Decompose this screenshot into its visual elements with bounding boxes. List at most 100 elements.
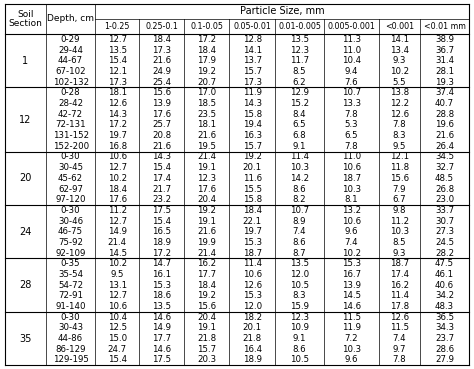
Text: 10.3: 10.3 xyxy=(390,227,409,236)
Text: 24.5: 24.5 xyxy=(435,238,454,247)
Text: 12.3: 12.3 xyxy=(197,174,216,183)
Text: 86-129: 86-129 xyxy=(55,345,86,354)
Text: 14.2: 14.2 xyxy=(290,174,309,183)
Text: 0.25-0.1: 0.25-0.1 xyxy=(145,22,178,31)
Text: 8.5: 8.5 xyxy=(392,238,406,247)
Text: 16.8: 16.8 xyxy=(108,142,127,151)
Text: 23.7: 23.7 xyxy=(435,334,454,343)
Text: 38.9: 38.9 xyxy=(435,35,454,44)
Text: 11.5: 11.5 xyxy=(342,313,361,322)
Text: 20.4: 20.4 xyxy=(197,195,216,204)
Text: 30-43: 30-43 xyxy=(58,323,83,332)
Text: 8.2: 8.2 xyxy=(293,195,306,204)
Text: 10.6: 10.6 xyxy=(108,302,127,311)
Text: 48.5: 48.5 xyxy=(435,174,454,183)
Text: 10.7: 10.7 xyxy=(342,88,361,97)
Text: 28.2: 28.2 xyxy=(435,249,454,258)
Text: 20.4: 20.4 xyxy=(197,313,216,322)
Text: 13.3: 13.3 xyxy=(342,99,361,108)
Text: 18.7: 18.7 xyxy=(342,174,361,183)
Text: 15.8: 15.8 xyxy=(243,195,262,204)
Text: 17.3: 17.3 xyxy=(152,46,171,55)
Text: 14.5: 14.5 xyxy=(342,292,361,300)
Text: 11.8: 11.8 xyxy=(390,163,409,172)
Text: 18.4: 18.4 xyxy=(152,35,171,44)
Text: 7.8: 7.8 xyxy=(392,120,406,130)
Text: 26.8: 26.8 xyxy=(435,184,454,193)
Text: 0.05-0.01: 0.05-0.01 xyxy=(233,22,271,31)
Text: 8.3: 8.3 xyxy=(293,292,306,300)
Text: 12.6: 12.6 xyxy=(243,281,262,290)
Text: 13.2: 13.2 xyxy=(342,206,361,215)
Text: 10.2: 10.2 xyxy=(342,249,361,258)
Text: 22.1: 22.1 xyxy=(243,217,262,225)
Text: 1-0.25: 1-0.25 xyxy=(104,22,130,31)
Text: 11.5: 11.5 xyxy=(390,323,409,332)
Text: 37.4: 37.4 xyxy=(435,88,454,97)
Text: 10.2: 10.2 xyxy=(108,174,127,183)
Text: 27.3: 27.3 xyxy=(435,227,454,236)
Text: 9.8: 9.8 xyxy=(392,206,406,215)
Text: 8.9: 8.9 xyxy=(293,217,306,225)
Text: 14.1: 14.1 xyxy=(390,35,409,44)
Text: 18.6: 18.6 xyxy=(152,292,171,300)
Text: 12.0: 12.0 xyxy=(243,302,262,311)
Text: 14.3: 14.3 xyxy=(108,110,127,119)
Text: 15.6: 15.6 xyxy=(197,302,216,311)
Text: 20.1: 20.1 xyxy=(243,163,262,172)
Text: 12.3: 12.3 xyxy=(290,46,309,55)
Text: 9.3: 9.3 xyxy=(392,249,406,258)
Text: 10.3: 10.3 xyxy=(342,345,361,354)
Text: 18.4: 18.4 xyxy=(197,46,216,55)
Text: 18.5: 18.5 xyxy=(197,99,216,108)
Text: 28: 28 xyxy=(19,280,31,290)
Text: 5.3: 5.3 xyxy=(345,120,358,130)
Text: 6.7: 6.7 xyxy=(392,195,406,204)
Text: 9.7: 9.7 xyxy=(392,345,406,354)
Text: 17.6: 17.6 xyxy=(152,110,171,119)
Text: 0.1-0.05: 0.1-0.05 xyxy=(191,22,223,31)
Text: 20.1: 20.1 xyxy=(243,323,262,332)
Text: 34.2: 34.2 xyxy=(435,292,454,300)
Text: 28-42: 28-42 xyxy=(58,99,83,108)
Text: 23.5: 23.5 xyxy=(197,110,216,119)
Text: 14.9: 14.9 xyxy=(108,227,127,236)
Text: 11.4: 11.4 xyxy=(390,292,409,300)
Text: 12.1: 12.1 xyxy=(390,152,409,162)
Text: 7.4: 7.4 xyxy=(392,334,406,343)
Text: 14.3: 14.3 xyxy=(152,152,171,162)
Text: 19.4: 19.4 xyxy=(243,120,262,130)
Text: 14.6: 14.6 xyxy=(342,302,361,311)
Text: 18.9: 18.9 xyxy=(152,238,171,247)
Text: 10.6: 10.6 xyxy=(243,270,262,279)
Text: 19.2: 19.2 xyxy=(197,67,216,76)
Text: 131-152: 131-152 xyxy=(53,131,89,140)
Text: 19.2: 19.2 xyxy=(243,152,262,162)
Text: 15.7: 15.7 xyxy=(197,345,216,354)
Text: 13.5: 13.5 xyxy=(108,46,127,55)
Text: 20: 20 xyxy=(19,173,31,183)
Text: <0.01 mm: <0.01 mm xyxy=(424,22,465,31)
Text: 10.6: 10.6 xyxy=(108,152,127,162)
Text: 29-44: 29-44 xyxy=(58,46,83,55)
Text: 36.5: 36.5 xyxy=(435,313,454,322)
Text: 15.6: 15.6 xyxy=(390,174,409,183)
Text: 8.6: 8.6 xyxy=(293,345,306,354)
Text: 25.4: 25.4 xyxy=(152,77,171,87)
Text: 7.4: 7.4 xyxy=(293,227,306,236)
Text: 13.9: 13.9 xyxy=(152,99,171,108)
Text: 21.6: 21.6 xyxy=(435,131,454,140)
Text: 12.7: 12.7 xyxy=(108,217,127,225)
Text: 19.2: 19.2 xyxy=(197,292,216,300)
Text: 17.3: 17.3 xyxy=(243,77,262,87)
Text: 20.3: 20.3 xyxy=(197,355,216,365)
Text: 7.8: 7.8 xyxy=(392,355,406,365)
Text: 6.5: 6.5 xyxy=(293,120,306,130)
Text: 0.01-0.005: 0.01-0.005 xyxy=(278,22,321,31)
Text: 97-120: 97-120 xyxy=(55,195,86,204)
Text: 15.2: 15.2 xyxy=(290,99,309,108)
Text: 18.4: 18.4 xyxy=(243,206,262,215)
Text: 34.5: 34.5 xyxy=(435,152,454,162)
Text: 17.9: 17.9 xyxy=(197,56,216,65)
Text: 17.5: 17.5 xyxy=(152,206,171,215)
